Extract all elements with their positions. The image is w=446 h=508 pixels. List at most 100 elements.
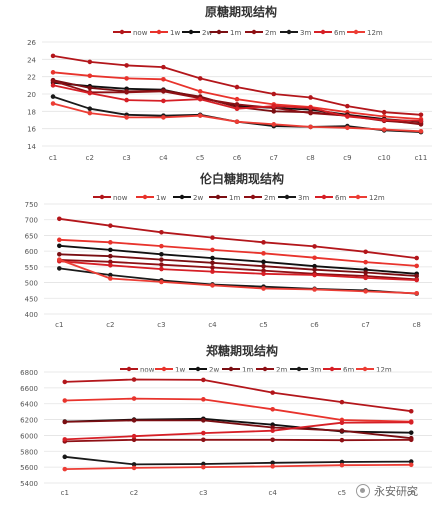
legend-item-12m: 12m xyxy=(349,194,385,202)
y-tick-label: 700 xyxy=(25,217,38,225)
data-point xyxy=(414,273,419,279)
legend-label: 12m xyxy=(376,366,392,374)
series-3m xyxy=(62,454,414,467)
x-tick-label: c6 xyxy=(407,489,416,497)
data-point xyxy=(339,462,345,468)
series-12m xyxy=(57,257,419,296)
x-tick-label: c1 xyxy=(61,489,69,497)
legend-item-6m: 6m xyxy=(323,366,354,374)
data-point xyxy=(261,271,266,277)
y-tick-label: 26 xyxy=(27,39,36,47)
legend-marker xyxy=(179,194,185,200)
data-point xyxy=(210,283,215,288)
data-point xyxy=(418,118,424,124)
legend-marker xyxy=(262,366,268,372)
data-point xyxy=(339,459,345,465)
legend-label: 1m xyxy=(230,29,241,37)
data-point xyxy=(108,272,113,278)
y-tick-label: 5600 xyxy=(20,464,38,472)
data-point xyxy=(197,76,203,81)
data-point xyxy=(57,237,62,243)
legend-label: 12m xyxy=(367,29,383,37)
x-tick-label: c3 xyxy=(122,154,130,162)
data-point xyxy=(234,96,240,102)
x-tick-label: c8 xyxy=(413,321,421,329)
legend-label: now xyxy=(140,366,155,374)
data-point xyxy=(271,109,277,114)
data-point xyxy=(131,377,137,382)
legend-label: 1m xyxy=(229,194,240,202)
legend-item-12m: 12m xyxy=(356,366,392,374)
data-point xyxy=(57,266,62,271)
legend-item-now: now xyxy=(113,29,148,37)
data-point xyxy=(261,286,266,291)
x-tick-label: c9 xyxy=(343,154,351,162)
series-line xyxy=(64,397,412,423)
legend-item-2m: 2m xyxy=(244,194,275,202)
legend-marker xyxy=(320,29,326,35)
series-line xyxy=(59,244,417,275)
y-tick-label: 16 xyxy=(27,126,36,134)
series-line xyxy=(59,259,417,281)
data-point xyxy=(408,430,414,435)
data-point xyxy=(210,260,215,266)
y-tick-label: 5800 xyxy=(20,448,38,456)
wechat-logo-icon xyxy=(356,484,370,498)
data-point xyxy=(261,259,266,265)
data-point xyxy=(261,251,266,256)
data-point xyxy=(159,266,164,272)
series-now xyxy=(57,216,419,261)
legend-item-1m: 1m xyxy=(210,29,241,37)
legend-label: 1w xyxy=(156,194,166,202)
data-point xyxy=(363,270,368,275)
x-tick-label: c4 xyxy=(268,489,277,497)
data-point xyxy=(408,462,414,468)
data-point xyxy=(345,125,350,131)
legend-label: 1w xyxy=(175,366,185,374)
legend-item-now: now xyxy=(93,194,128,202)
data-point xyxy=(159,243,164,249)
data-point xyxy=(50,53,56,59)
data-point xyxy=(131,418,137,423)
legend-marker xyxy=(156,29,162,35)
x-tick-label: c7 xyxy=(270,154,278,162)
data-point xyxy=(201,437,206,443)
data-point xyxy=(312,244,317,249)
y-tick-label: 6800 xyxy=(20,369,38,377)
chart-3: 郑糖期现结构 now 1w 2w 1m 2m 3m 6m 12m 5400 5600 5800 6000… xyxy=(20,343,432,497)
legend-marker xyxy=(250,194,256,200)
x-tick-label: c7 xyxy=(361,321,369,329)
series-line xyxy=(59,267,417,295)
data-point xyxy=(57,257,62,262)
series-line xyxy=(59,260,417,281)
data-point xyxy=(201,464,206,470)
legend-item-3m: 3m xyxy=(280,29,311,37)
data-point xyxy=(62,398,68,403)
data-point xyxy=(50,83,56,88)
data-point xyxy=(159,257,164,262)
data-point xyxy=(261,240,266,245)
data-point xyxy=(308,105,313,111)
data-point xyxy=(234,102,240,107)
data-point xyxy=(270,406,275,412)
data-point xyxy=(87,73,93,79)
y-tick-label: 18 xyxy=(27,108,36,116)
data-point xyxy=(408,437,414,443)
legend-marker xyxy=(195,366,201,372)
data-point xyxy=(197,89,203,94)
data-point xyxy=(381,109,387,115)
data-point xyxy=(408,408,414,414)
data-point xyxy=(124,76,129,81)
series-line xyxy=(64,421,412,441)
data-point xyxy=(308,110,313,116)
data-point xyxy=(87,110,93,116)
watermark-text: 永安研究 xyxy=(374,485,418,498)
legend-label: 2m xyxy=(265,29,276,37)
data-point xyxy=(308,124,313,130)
data-point xyxy=(50,101,56,106)
data-point xyxy=(381,127,387,132)
legend-item-12m: 12m xyxy=(347,29,383,37)
y-tick-label: 450 xyxy=(25,295,38,303)
data-point xyxy=(270,390,275,395)
data-point xyxy=(210,255,215,261)
